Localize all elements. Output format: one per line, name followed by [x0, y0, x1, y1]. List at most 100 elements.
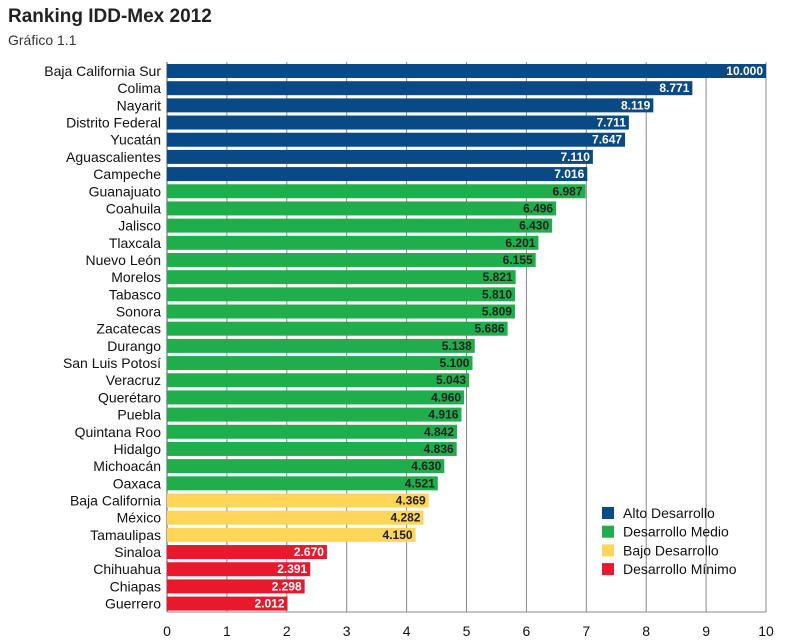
bar	[167, 441, 457, 456]
category-label: Morelos	[111, 269, 161, 285]
bar	[167, 252, 536, 267]
category-label: Quintana Roo	[75, 424, 162, 440]
legend-swatch	[602, 544, 614, 557]
bar	[167, 149, 593, 164]
x-tick-label: 9	[702, 623, 710, 639]
bar	[167, 201, 557, 216]
chart-title: Ranking IDD-Mex 2012	[8, 6, 212, 27]
category-label: Yucatán	[110, 132, 161, 148]
bar-value-label: 4.836	[424, 442, 454, 456]
bar	[167, 132, 626, 147]
bar-value-label: 6.987	[552, 184, 582, 198]
bar-value-label: 4.369	[396, 494, 426, 508]
legend-label: Desarrollo Mínimo	[623, 561, 737, 577]
category-label: San Luis Potosí	[63, 355, 161, 371]
category-label: Michoacán	[93, 458, 161, 474]
category-label: Nuevo León	[85, 252, 161, 268]
legend-label: Bajo Desarrollo	[623, 542, 719, 558]
legend-swatch	[602, 507, 614, 519]
bar	[167, 218, 553, 233]
category-label: Baja California Sur	[44, 63, 161, 79]
category-label: Hidalgo	[114, 441, 162, 457]
bar-value-label: 4.282	[390, 511, 420, 525]
category-label: México	[117, 510, 162, 526]
category-label: Baja California	[70, 493, 161, 509]
bar	[167, 459, 445, 474]
bar	[167, 270, 516, 285]
bar-value-label: 7.647	[592, 133, 622, 147]
x-tick-label: 3	[343, 623, 351, 639]
bar	[167, 527, 416, 542]
bar	[167, 64, 766, 78]
category-label: Sonora	[116, 304, 161, 320]
bar	[167, 115, 629, 130]
bar	[167, 167, 588, 182]
bar-value-label: 2.670	[294, 545, 324, 559]
bar	[167, 407, 462, 422]
bar-value-label: 5.100	[439, 356, 469, 370]
category-label: Chihuahua	[93, 561, 161, 577]
legend-swatch	[602, 563, 614, 576]
category-label: Zacatecas	[96, 321, 161, 337]
category-label: Sinaloa	[114, 544, 161, 560]
bar-value-label: 6.430	[519, 219, 549, 233]
bar	[167, 510, 424, 525]
bar	[167, 81, 693, 96]
category-label: Tabasco	[109, 286, 161, 302]
bar-value-label: 4.842	[424, 425, 454, 439]
legend-label: Desarrollo Medio	[623, 524, 729, 540]
bar	[167, 321, 508, 336]
bar-value-label: 7.016	[554, 167, 584, 181]
category-label: Aguascalientes	[66, 149, 161, 165]
bar-value-label: 8.119	[621, 98, 651, 112]
chart-subtitle: Gráfico 1.1	[8, 32, 77, 48]
category-label: Veracruz	[106, 372, 161, 388]
bar-value-label: 6.201	[505, 236, 535, 250]
x-tick-label: 2	[283, 623, 291, 639]
bar-value-label: 7.110	[561, 150, 591, 164]
bar	[167, 356, 473, 371]
category-label: Nayarit	[117, 97, 161, 113]
category-label: Coahuila	[106, 200, 161, 216]
bar	[167, 235, 539, 250]
bar-value-label: 6.155	[503, 253, 533, 267]
category-label: Oaxaca	[113, 475, 161, 491]
bar	[167, 476, 438, 491]
x-tick-label: 6	[523, 623, 531, 639]
bar	[167, 562, 311, 577]
x-tick-label: 1	[223, 623, 231, 639]
bar-value-label: 7.711	[597, 116, 627, 130]
bar-value-label: 4.630	[411, 459, 441, 473]
category-label: Durango	[107, 338, 161, 354]
category-label: Colima	[117, 80, 161, 96]
bar-value-label: 6.496	[523, 201, 553, 215]
category-label: Tlaxcala	[109, 235, 161, 251]
bar	[167, 304, 515, 319]
bar-value-label: 5.810	[482, 287, 512, 301]
bar	[167, 596, 288, 611]
category-label: Tamaulipas	[90, 527, 161, 543]
category-label: Campeche	[93, 166, 161, 182]
x-tick-label: 10	[758, 623, 774, 639]
bar	[167, 338, 475, 353]
bar	[167, 98, 654, 113]
bar-value-label: 10.000	[726, 64, 763, 78]
x-tick-label: 8	[642, 623, 650, 639]
bar	[167, 184, 586, 199]
bar-value-label: 4.521	[405, 476, 435, 490]
bar-value-label: 5.043	[436, 373, 466, 387]
bar	[167, 424, 458, 439]
legend-label: Alto Desarrollo	[623, 505, 715, 521]
bar	[167, 287, 516, 302]
x-tick-label: 5	[463, 623, 471, 639]
bar	[167, 373, 470, 388]
category-label: Distrito Federal	[66, 115, 161, 131]
bar-value-label: 5.809	[482, 305, 512, 319]
x-axis-tick-labels: 0 1 2 3 4 5 6 7 8 9 10	[163, 623, 774, 639]
bar-value-label: 5.686	[475, 322, 505, 336]
bar-value-label: 2.391	[277, 562, 307, 576]
bar-value-label: 4.960	[431, 390, 461, 404]
category-label: Guanajuato	[89, 183, 162, 199]
bar	[167, 493, 429, 508]
